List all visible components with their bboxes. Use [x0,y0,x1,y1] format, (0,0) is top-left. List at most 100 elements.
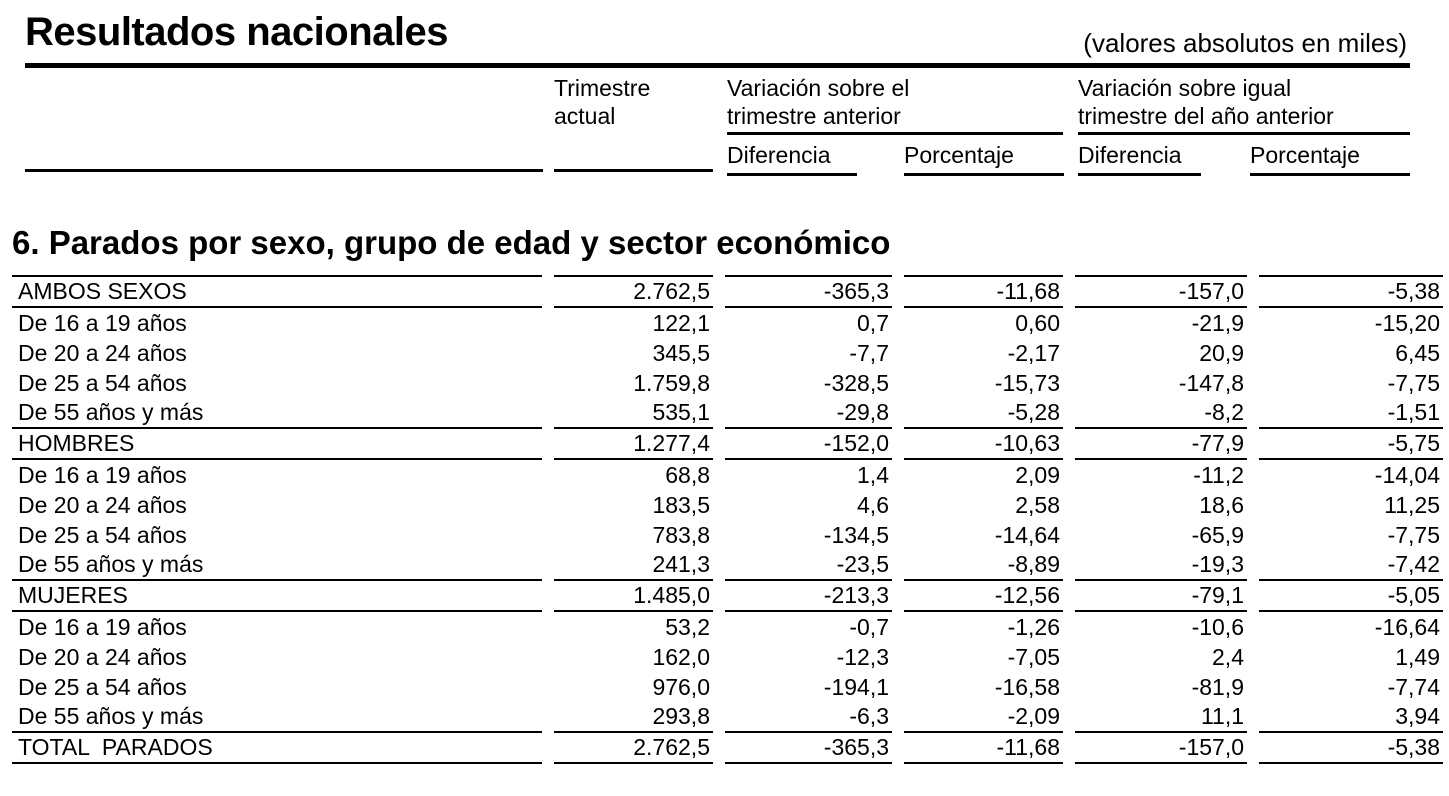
value-cell: -12,3 [836,643,889,670]
row-label: De 55 años y más [12,398,542,429]
value-cell: 783,8 [652,521,710,548]
section-title: 6. Parados por sexo, grupo de edad y sec… [12,224,891,261]
row-label: De 25 a 54 años [18,673,187,700]
value-cell: -11,68 [904,733,1063,764]
value-cell: -2,09 [904,702,1063,733]
row-label: De 55 años y más [12,550,542,581]
value-cell: -365,3 [725,733,892,764]
value-cell: -23,5 [725,550,892,581]
value-cell: -65,9 [1191,521,1244,548]
value-cell: 1,49 [1395,643,1440,670]
value-cell: -16,64 [1374,613,1440,640]
value-cell: -14,04 [1374,461,1440,488]
value-cell: 53,2 [665,613,710,640]
row-label: De 55 años y más [12,702,542,733]
value-cell: -6,3 [725,702,892,733]
value-cell: -194,1 [823,673,889,700]
value-cell: -16,58 [994,673,1060,700]
table-row: De 55 años y más 293,8 -6,3 -2,09 11,1 3,94 [12,702,1443,733]
value-cell: -2,17 [1007,339,1060,366]
value-cell: 162,0 [652,643,710,670]
value-cell: 3,94 [1259,702,1443,733]
row-label: De 16 a 19 años [18,309,187,336]
page-title: Resultados nacionales [25,10,448,54]
value-cell: -79,1 [1075,581,1247,612]
table-row: MUJERES 1.485,0 -213,3 -12,56 -79,1 -5,05 [12,581,1443,612]
table-row: De 25 a 54 años 783,8 -134,5 -14,64 -65,9 -7,… [12,520,1443,550]
value-cell: 345,5 [652,339,710,366]
value-cell: 1.485,0 [554,581,713,612]
current-quarter-underline [554,169,713,172]
row-label: De 16 a 19 años [18,461,187,488]
column-group-vs-prev-year: Variación sobre igual trimestre del año … [1078,74,1410,135]
row-label: De 25 a 54 años [18,521,187,548]
value-cell: 0,60 [1015,309,1060,336]
table-row: TOTAL PARADOS 2.762,5 -365,3 -11,68 -157,0 -5… [12,733,1443,764]
column-header-current-quarter: Trimestre actual [554,74,650,130]
value-cell: -157,0 [1075,275,1247,308]
value-cell: -8,89 [904,550,1063,581]
value-cell: 976,0 [652,673,710,700]
column-header-line: trimestre anterior [727,103,901,129]
value-cell: 1.759,8 [633,369,710,396]
value-cell: -11,68 [904,275,1063,308]
value-cell: 68,8 [665,461,710,488]
value-cell: 2.762,5 [554,733,713,764]
subheader-percentage-2: Porcentaje [1250,142,1410,176]
value-cell: 241,3 [554,550,713,581]
row-label: De 20 a 24 años [18,491,187,518]
column-group-vs-prev-quarter: Variación sobre el trimestre anterior [727,74,1063,135]
value-cell: 1.277,4 [554,429,713,460]
value-cell: -5,75 [1259,429,1443,460]
subheader-percentage-1: Porcentaje [904,142,1064,176]
value-cell: 6,45 [1395,339,1440,366]
row-label: TOTAL PARADOS [12,733,542,764]
value-cell: -5,38 [1259,733,1443,764]
row-label: AMBOS SEXOS [12,275,542,308]
table-row: De 25 a 54 años 976,0 -194,1 -16,58 -81,9 -7,… [12,672,1443,702]
value-cell: -8,2 [1075,398,1247,429]
value-cell: -21,9 [1191,309,1244,336]
value-cell: -81,9 [1191,673,1244,700]
table-row: De 20 a 24 años 345,5 -7,7 -2,17 20,9 6,45 [12,338,1443,368]
column-header-line: Trimestre [554,75,651,101]
row-label: HOMBRES [12,429,542,460]
subheader-difference-1: Diferencia [727,142,857,176]
value-cell: -10,63 [904,429,1063,460]
value-cell: 2,4 [1212,643,1244,670]
value-cell: -7,74 [1387,673,1440,700]
value-cell: -15,73 [994,369,1060,396]
value-cell: 4,6 [857,491,889,518]
value-cell: -19,3 [1075,550,1247,581]
value-cell: -7,42 [1259,550,1443,581]
table-row: De 55 años y más 241,3 -23,5 -8,89 -19,3 -7,4… [12,550,1443,581]
value-cell: 2,09 [1015,461,1060,488]
column-header-line: trimestre del año anterior [1078,103,1334,129]
subheader-difference-2: Diferencia [1078,142,1201,176]
table-row: De 25 a 54 años 1.759,8 -328,5 -15,73 -147,8… [12,368,1443,398]
value-cell: -77,9 [1075,429,1247,460]
value-cell: -7,75 [1387,369,1440,396]
table-row: HOMBRES 1.277,4 -152,0 -10,63 -77,9 -5,75 [12,429,1443,460]
value-cell: -147,8 [1178,369,1244,396]
value-cell: 11,25 [1384,491,1440,518]
row-label: De 16 a 19 años [18,613,187,640]
value-cell: 11,1 [1075,702,1247,733]
value-cell: -0,7 [849,613,889,640]
table-row: De 16 a 19 años 122,1 0,7 0,60 -21,9 -15,20 [12,308,1443,338]
value-cell: -328,5 [823,369,889,396]
value-cell: 183,5 [652,491,710,518]
value-cell: -134,5 [823,521,889,548]
value-cell: 535,1 [554,398,713,429]
value-cell: -29,8 [725,398,892,429]
value-cell: -14,64 [994,521,1060,548]
value-cell: -213,3 [725,581,892,612]
value-cell: 2.762,5 [554,275,713,308]
row-label: De 20 a 24 años [18,339,187,366]
value-cell: -5,38 [1259,275,1443,308]
table-row: De 20 a 24 años 183,5 4,6 2,58 18,6 11,25 [12,490,1443,520]
table-row: De 55 años y más 535,1 -29,8 -5,28 -8,2 -1,51 [12,398,1443,429]
value-cell: 0,7 [857,309,889,336]
value-cell: -7,7 [849,339,889,366]
